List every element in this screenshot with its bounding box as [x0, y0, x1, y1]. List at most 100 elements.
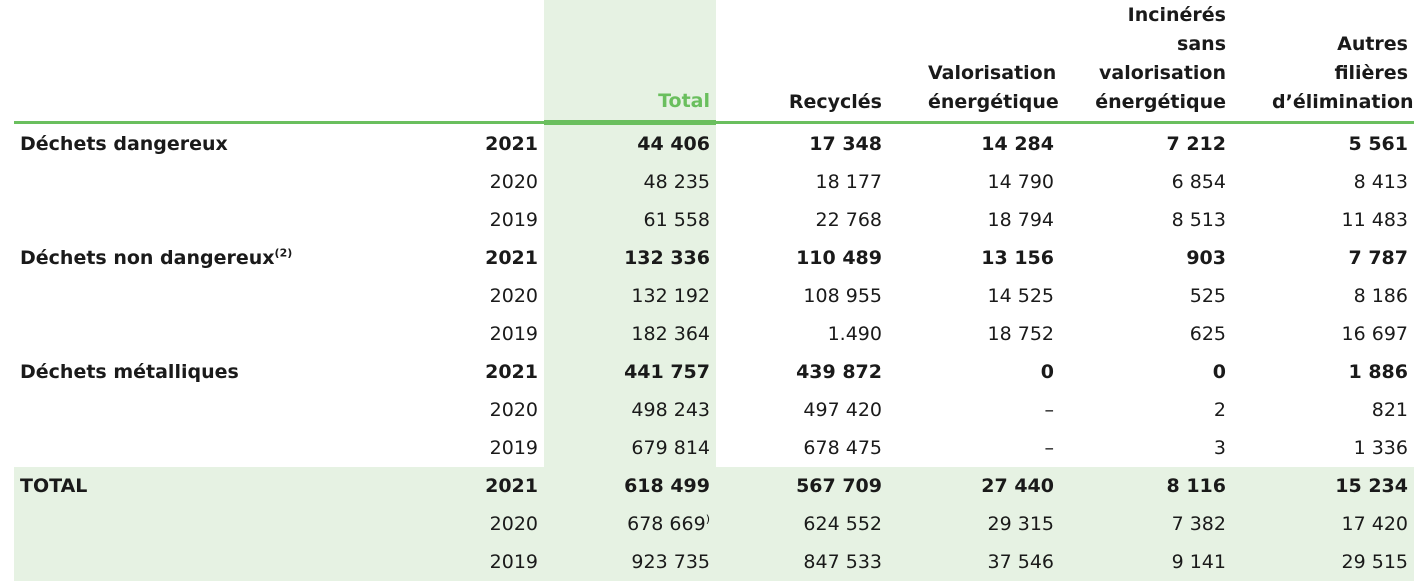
- year-cell: 2019: [444, 543, 544, 581]
- valorisation-cell: 18 794: [888, 201, 1060, 239]
- valorisation-cell-value: 29 315: [988, 513, 1054, 535]
- row-label: [14, 505, 444, 543]
- header-valorisation: Valorisation énergétique: [888, 0, 1060, 123]
- incineres-cell-value: 8 513: [1172, 209, 1226, 231]
- header-row: Total Recyclés Valorisation énergétique …: [14, 0, 1414, 123]
- incineres-cell: 7 382: [1060, 505, 1232, 543]
- row-label: Déchets non dangereux(2): [14, 239, 444, 277]
- group-label: Déchets métalliques: [20, 361, 239, 383]
- year-cell: 2021: [444, 123, 544, 164]
- recycles-cell-value: 22 768: [816, 209, 882, 231]
- autres-cell: 821: [1232, 391, 1414, 429]
- header-year: [444, 0, 544, 123]
- autres-cell: 16 697: [1232, 315, 1414, 353]
- recycles-cell-value: 439 872: [796, 361, 882, 383]
- incineres-cell: 903: [1060, 239, 1232, 277]
- total-cell: 132 192: [544, 277, 716, 315]
- valorisation-cell: 13 156: [888, 239, 1060, 277]
- incineres-cell: 2: [1060, 391, 1232, 429]
- recycles-cell: 678 475: [716, 429, 888, 467]
- year-cell: 2020: [444, 163, 544, 201]
- total-note-marker: ): [706, 513, 710, 526]
- year-cell-value: 2021: [485, 133, 538, 155]
- year-cell: 2020: [444, 391, 544, 429]
- incineres-cell-value: 525: [1190, 285, 1226, 307]
- recycles-cell-value: 678 475: [803, 437, 882, 459]
- autres-cell: 8 186: [1232, 277, 1414, 315]
- recycles-cell: 22 768: [716, 201, 888, 239]
- incineres-cell: 625: [1060, 315, 1232, 353]
- total-cell: 61 558: [544, 201, 716, 239]
- recycles-cell-value: 567 709: [796, 475, 882, 497]
- recycles-cell: 497 420: [716, 391, 888, 429]
- recycles-cell-value: 17 348: [809, 133, 882, 155]
- year-cell-value: 2020: [490, 285, 538, 307]
- autres-cell-value: 17 420: [1342, 513, 1408, 535]
- autres-cell: 17 420: [1232, 505, 1414, 543]
- autres-cell-value: 29 515: [1342, 551, 1408, 573]
- recycles-cell-value: 1.490: [828, 323, 882, 345]
- total-cell: 678 669): [544, 505, 716, 543]
- recycles-cell-value: 18 177: [816, 171, 882, 193]
- year-cell-value: 2021: [485, 247, 538, 269]
- autres-cell: 11 483: [1232, 201, 1414, 239]
- year-cell: 2020: [444, 505, 544, 543]
- recycles-cell: 1.490: [716, 315, 888, 353]
- row-label: [14, 315, 444, 353]
- recycles-cell: 17 348: [716, 123, 888, 164]
- total-cell-value: 441 757: [624, 361, 710, 383]
- valorisation-cell-value: 13 156: [981, 247, 1054, 269]
- incineres-cell-value: 9 141: [1172, 551, 1226, 573]
- year-cell: 2019: [444, 429, 544, 467]
- valorisation-cell-value: 37 546: [988, 551, 1054, 573]
- row-label: [14, 543, 444, 581]
- row-label: [14, 391, 444, 429]
- incineres-cell: 9 141: [1060, 543, 1232, 581]
- year-cell: 2019: [444, 201, 544, 239]
- valorisation-cell-value: 14 525: [988, 285, 1054, 307]
- valorisation-cell-value: 0: [1041, 361, 1054, 383]
- incineres-cell-value: 0: [1213, 361, 1226, 383]
- year-cell-value: 2020: [490, 513, 538, 535]
- recycles-cell: 110 489: [716, 239, 888, 277]
- row-label: [14, 163, 444, 201]
- autres-cell: 5 561: [1232, 123, 1414, 164]
- total-cell: 441 757: [544, 353, 716, 391]
- year-cell-value: 2019: [490, 323, 538, 345]
- total-cell: 44 406: [544, 123, 716, 164]
- incineres-cell-value: 2: [1214, 399, 1226, 421]
- valorisation-cell: 27 440: [888, 467, 1060, 505]
- autres-cell-value: 16 697: [1342, 323, 1408, 345]
- incineres-cell-value: 625: [1190, 323, 1226, 345]
- autres-cell-value: 7 787: [1349, 247, 1409, 269]
- row-label: [14, 277, 444, 315]
- incineres-cell: 3: [1060, 429, 1232, 467]
- valorisation-cell: 14 525: [888, 277, 1060, 315]
- total-cell: 48 235: [544, 163, 716, 201]
- valorisation-cell: 0: [888, 353, 1060, 391]
- incineres-cell: 8 116: [1060, 467, 1232, 505]
- incineres-cell-value: 903: [1186, 247, 1226, 269]
- row-label: Déchets dangereux: [14, 123, 444, 164]
- total-cell-value: 44 406: [637, 133, 710, 155]
- year-cell: 2021: [444, 467, 544, 505]
- waste-table: Total Recyclés Valorisation énergétique …: [14, 0, 1414, 581]
- recycles-cell: 567 709: [716, 467, 888, 505]
- autres-cell-value: 1 886: [1349, 361, 1409, 383]
- total-cell: 498 243: [544, 391, 716, 429]
- valorisation-cell: 18 752: [888, 315, 1060, 353]
- header-total: Total: [544, 0, 716, 123]
- footnote-marker: (2): [275, 247, 293, 260]
- total-cell-value: 679 814: [631, 437, 710, 459]
- autres-cell: 1 336: [1232, 429, 1414, 467]
- incineres-cell-value: 7 212: [1167, 133, 1227, 155]
- group-label: Déchets non dangereux: [20, 247, 275, 269]
